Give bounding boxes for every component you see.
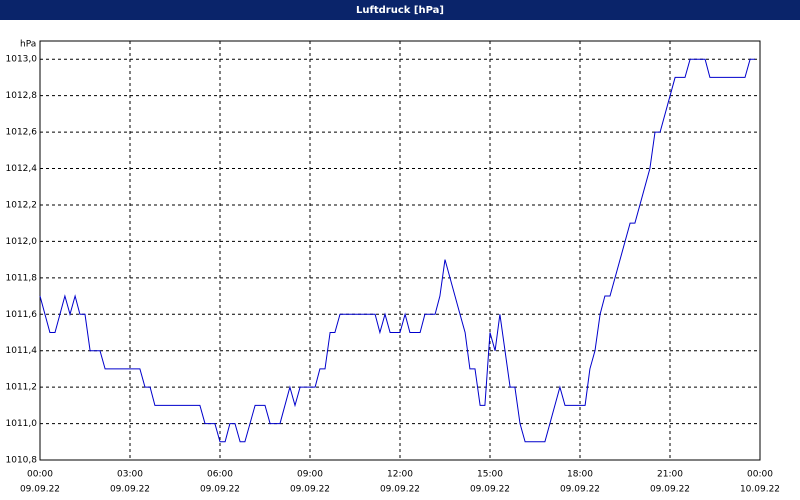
- x-tick-date: 10.09.22: [740, 485, 780, 495]
- y-tick-label: 1012,4: [6, 164, 38, 174]
- y-tick-label: 1012,6: [6, 128, 38, 138]
- y-tick-label: 1012,2: [6, 200, 38, 210]
- y-tick-label: 1012,0: [6, 237, 38, 247]
- x-tick-label: 18:00: [567, 470, 593, 480]
- data-line: [39, 58, 755, 443]
- y-axis-label: hPa: [20, 40, 36, 50]
- y-tick-label: 1011,2: [6, 383, 38, 393]
- y-tick-label: 1012,8: [6, 91, 38, 101]
- y-tick-label: 1011,6: [6, 310, 38, 320]
- x-tick-label: 03:00: [117, 470, 143, 480]
- x-tick-label: 12:00: [387, 470, 413, 480]
- y-tick-label: 1013,0: [6, 55, 38, 65]
- y-tick-label: 1011,8: [6, 273, 38, 283]
- x-tick-label: 06:00: [207, 470, 233, 480]
- x-tick-date: 09.09.22: [200, 485, 240, 495]
- x-tick-date: 09.09.22: [290, 485, 330, 495]
- x-tick-label: 00:00: [27, 470, 53, 480]
- x-tick-date: 09.09.22: [110, 485, 150, 495]
- chart-title: Luftdruck [hPa]: [356, 5, 444, 16]
- y-tick-label: 1011,0: [6, 419, 38, 429]
- x-tick-date: 09.09.22: [560, 485, 600, 495]
- x-tick-date: 09.09.22: [650, 485, 690, 495]
- x-tick-label: 09:00: [297, 470, 323, 480]
- y-tick-label: 1010,8: [6, 456, 38, 466]
- x-tick-label: 00:00: [747, 470, 773, 480]
- x-tick-label: 15:00: [477, 470, 503, 480]
- x-tick-date: 09.09.22: [470, 485, 510, 495]
- y-tick-label: 1011,4: [6, 346, 38, 356]
- x-tick-label: 21:00: [657, 470, 683, 480]
- title-bar: [0, 0, 800, 20]
- x-tick-date: 09.09.22: [380, 485, 420, 495]
- x-tick-date: 09.09.22: [20, 485, 60, 495]
